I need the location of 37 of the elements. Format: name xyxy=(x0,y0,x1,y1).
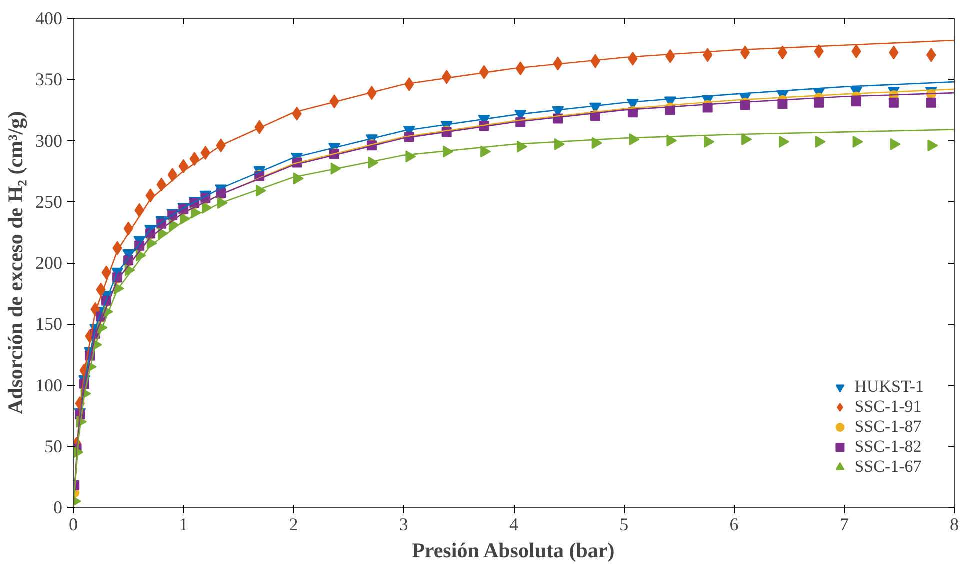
point xyxy=(852,136,864,148)
y-tick-label: 150 xyxy=(36,314,62,334)
legend-label: SSC-1-82 xyxy=(854,437,922,457)
x-tick-label: 4 xyxy=(510,514,518,534)
y-tick-label: 100 xyxy=(36,375,62,396)
point xyxy=(704,136,715,148)
legend-label: HUKST-1 xyxy=(854,377,924,397)
y-tick-label: 200 xyxy=(36,253,62,273)
point xyxy=(851,96,862,107)
x-tick-label: 2 xyxy=(289,514,298,534)
x-axis-title: Presión Absoluta (bar) xyxy=(412,538,615,562)
legend-label: SSC-1-91 xyxy=(854,397,922,417)
y-tick-label: 400 xyxy=(36,8,62,28)
x-tick-label: 1 xyxy=(179,514,188,534)
point xyxy=(888,98,899,108)
point xyxy=(814,98,824,108)
point xyxy=(666,134,678,147)
legend-label: SSC-1-87 xyxy=(854,417,922,437)
point xyxy=(926,98,936,108)
point xyxy=(778,46,788,60)
y-tick-label: 250 xyxy=(36,192,62,212)
y-axis-title: Adsorción de exceso de H₂ (cm³/g) xyxy=(4,111,28,415)
x-tick-label: 3 xyxy=(399,514,408,534)
y-tick-label: 300 xyxy=(36,130,62,151)
y-tick-label: 0 xyxy=(54,498,62,518)
x-tick-label: 8 xyxy=(950,514,959,534)
point xyxy=(890,138,901,150)
point xyxy=(480,146,492,158)
y-tick-label: 350 xyxy=(36,70,62,90)
legend-label: SSC-1-67 xyxy=(854,457,922,477)
point xyxy=(702,48,713,62)
y-tick-label: 50 xyxy=(44,436,62,456)
x-tick-label: 0 xyxy=(69,514,78,534)
x-tick-label: 7 xyxy=(840,514,849,534)
x-tick-label: 5 xyxy=(620,514,629,534)
x-tick-label: 6 xyxy=(730,514,739,534)
point xyxy=(815,136,826,148)
